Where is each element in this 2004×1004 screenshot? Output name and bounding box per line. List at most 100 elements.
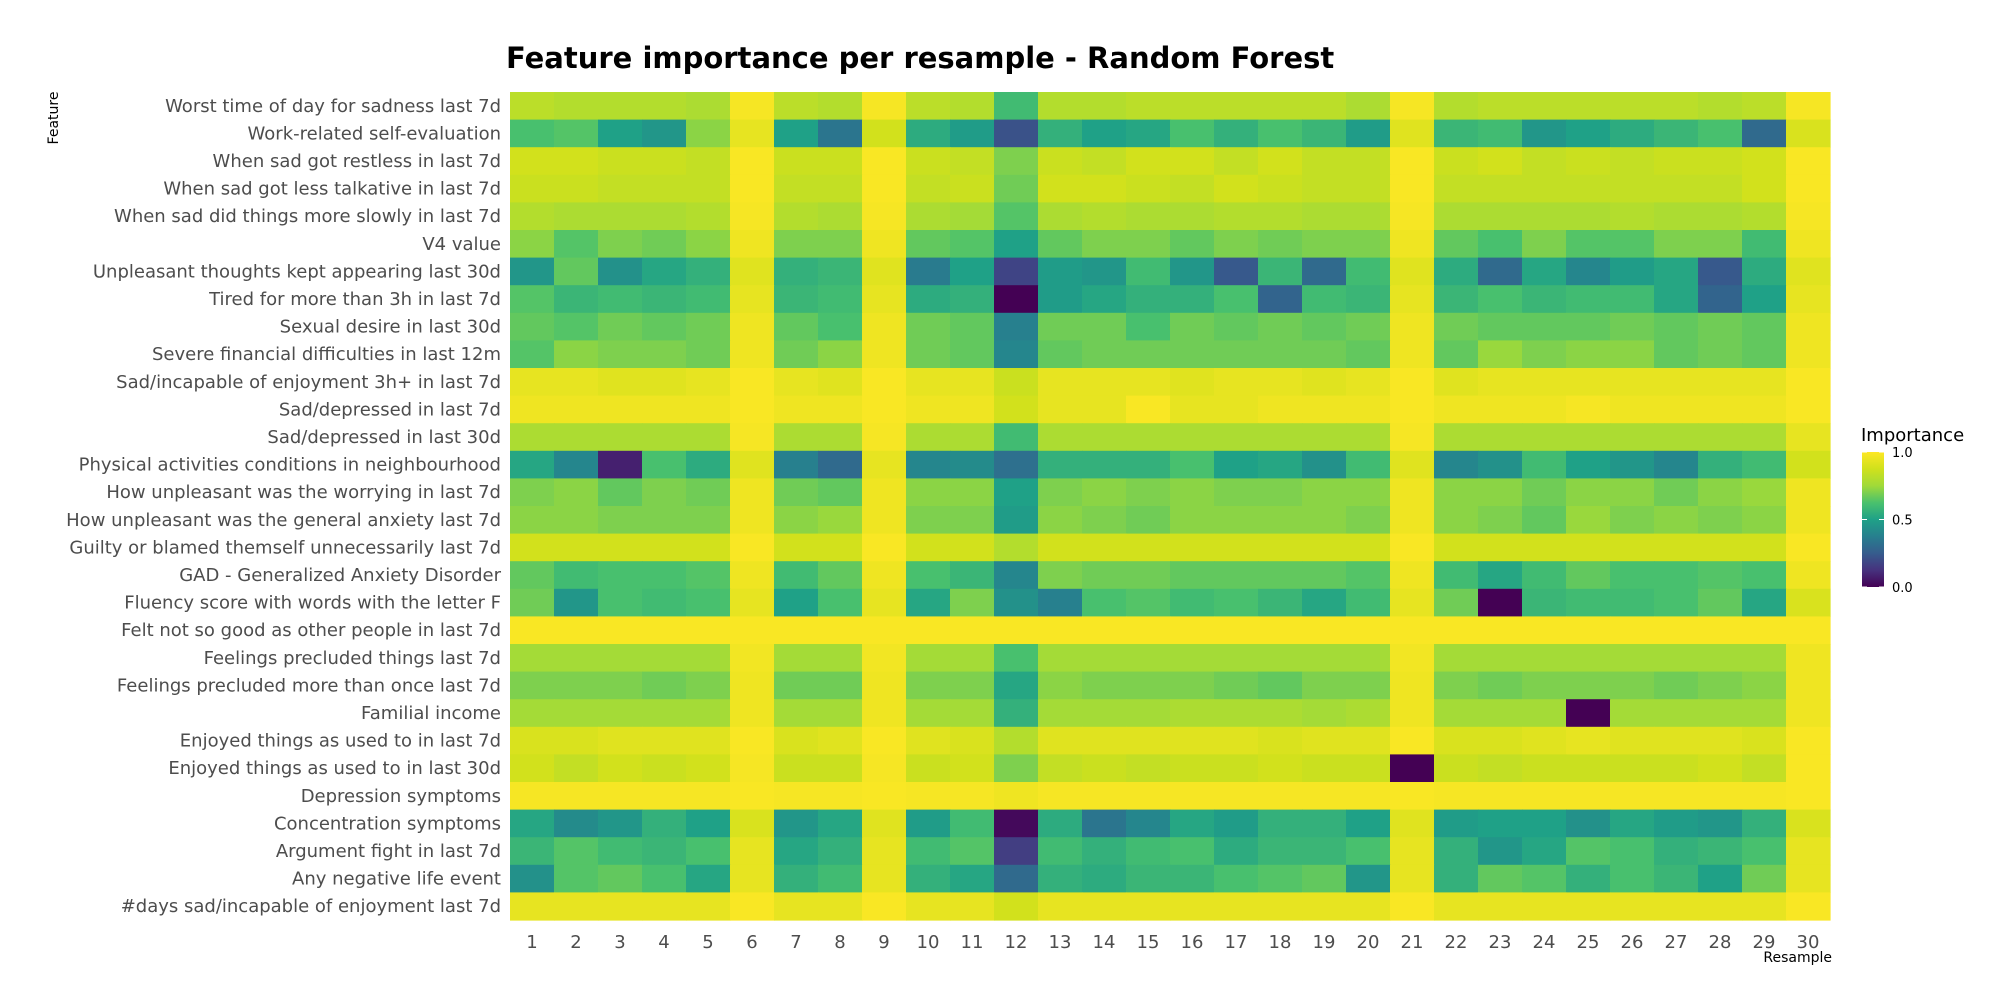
heatmap-cell: [950, 864, 995, 893]
heatmap-cell: [1214, 837, 1259, 866]
heatmap-cell: [1522, 782, 1567, 811]
heatmap-cell: [1258, 368, 1303, 397]
heatmap-cell: [774, 837, 819, 866]
x-tick-label: 2: [570, 932, 581, 953]
heatmap-cell: [1610, 202, 1655, 231]
heatmap-cell: [1522, 754, 1567, 783]
heatmap-cell: [730, 588, 775, 617]
heatmap-cell: [1742, 119, 1787, 148]
heatmap-cell: [730, 202, 775, 231]
heatmap-cell: [686, 119, 731, 148]
heatmap-cell: [1214, 588, 1259, 617]
heatmap-cell: [554, 92, 599, 121]
heatmap-cell: [1390, 450, 1435, 479]
heatmap-cell: [1610, 864, 1655, 893]
heatmap-cell: [1258, 644, 1303, 673]
heatmap-cell: [1258, 119, 1303, 148]
heatmap-cell: [598, 616, 643, 645]
heatmap-cell: [1522, 174, 1567, 203]
heatmap-cell: [994, 616, 1039, 645]
heatmap-cell: [642, 257, 687, 286]
heatmap-cell: [1214, 202, 1259, 231]
legend-ticks: 1.0 0.5 0.0: [1862, 446, 1913, 596]
heatmap-cell: [1258, 395, 1303, 424]
heatmap-cell: [1390, 837, 1435, 866]
y-tick-label: GAD - Generalized Anxiety Disorder: [179, 565, 501, 586]
heatmap-cell: [1434, 616, 1479, 645]
heatmap-cell: [1434, 699, 1479, 728]
heatmap-cell: [1566, 809, 1611, 838]
heatmap-cell: [1566, 450, 1611, 479]
heatmap-cell: [1258, 312, 1303, 341]
heatmap-cell: [554, 533, 599, 562]
heatmap-cell: [1610, 588, 1655, 617]
heatmap-cell: [598, 119, 643, 148]
heatmap-cell: [1522, 671, 1567, 700]
heatmap-cell: [1038, 119, 1083, 148]
heatmap-cell: [1170, 285, 1215, 314]
heatmap-cell: [1126, 671, 1171, 700]
heatmap-cell: [598, 892, 643, 921]
heatmap-cell: [642, 395, 687, 424]
heatmap-cell: [950, 809, 995, 838]
heatmap-cell: [686, 837, 731, 866]
heatmap-cell: [1170, 147, 1215, 176]
heatmap-cell: [1434, 533, 1479, 562]
heatmap-cell: [554, 754, 599, 783]
heatmap-cell: [1478, 92, 1523, 121]
heatmap-cell: [1126, 478, 1171, 507]
heatmap-cell: [686, 478, 731, 507]
x-tick-label: 14: [1093, 932, 1116, 953]
heatmap-cell: [1786, 533, 1831, 562]
heatmap-cell: [1038, 782, 1083, 811]
heatmap-cell: [906, 533, 951, 562]
heatmap-cell: [642, 726, 687, 755]
heatmap-cell: [730, 340, 775, 369]
heatmap-cell: [1698, 533, 1743, 562]
heatmap-cell: [1610, 782, 1655, 811]
heatmap-cell: [1698, 588, 1743, 617]
heatmap-cell: [686, 395, 731, 424]
heatmap-cell: [1742, 368, 1787, 397]
heatmap-cell: [1786, 506, 1831, 535]
heatmap-cell: [1522, 533, 1567, 562]
heatmap-cell: [1566, 754, 1611, 783]
heatmap-cell: [1566, 423, 1611, 452]
heatmap-cell: [1126, 119, 1171, 148]
heatmap-cell: [1258, 450, 1303, 479]
y-tick-label: Sad/incapable of enjoyment 3h+ in last 7…: [116, 372, 501, 393]
heatmap-cell: [1698, 561, 1743, 590]
heatmap-cell: [1346, 202, 1391, 231]
heatmap-cell: [510, 395, 555, 424]
heatmap-cell: [1566, 147, 1611, 176]
heatmap-cell: [950, 340, 995, 369]
heatmap-cell: [598, 864, 643, 893]
heatmap-cell: [1478, 671, 1523, 700]
heatmap-cell: [1082, 450, 1127, 479]
heatmap-cell: [1390, 285, 1435, 314]
heatmap-cell: [1082, 699, 1127, 728]
heatmap-cell: [1170, 92, 1215, 121]
heatmap-cell: [950, 506, 995, 535]
heatmap-cell: [598, 754, 643, 783]
heatmap-cell: [1786, 644, 1831, 673]
heatmap-cell: [1390, 174, 1435, 203]
heatmap-cell: [1170, 478, 1215, 507]
heatmap-cell: [1390, 340, 1435, 369]
x-tick-label: 10: [917, 932, 940, 953]
heatmap-cell: [598, 340, 643, 369]
heatmap-cell: [1258, 506, 1303, 535]
heatmap-cell: [906, 837, 951, 866]
heatmap-cell: [862, 395, 907, 424]
heatmap-cell: [1522, 450, 1567, 479]
heatmap-cell: [1346, 588, 1391, 617]
heatmap-cell: [1390, 644, 1435, 673]
heatmap-cell: [1038, 92, 1083, 121]
heatmap-cell: [1698, 478, 1743, 507]
heatmap-cell: [906, 174, 951, 203]
heatmap-cell: [1258, 147, 1303, 176]
heatmap-cell: [1346, 644, 1391, 673]
heatmap-cell: [1082, 312, 1127, 341]
heatmap-cell: [1390, 395, 1435, 424]
heatmap-cell: [1258, 230, 1303, 259]
